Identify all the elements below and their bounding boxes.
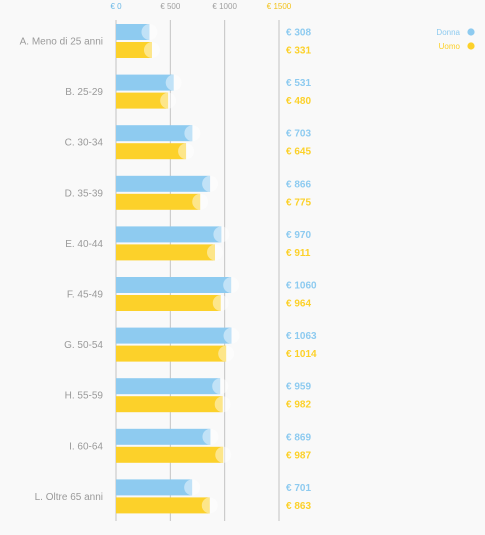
bar-end-cap bbox=[202, 175, 219, 192]
bar-end-cap bbox=[184, 125, 201, 142]
category-label: E. 40-44 bbox=[65, 239, 103, 250]
value-label-donna: € 308 bbox=[286, 28, 311, 39]
value-label-uomo: € 987 bbox=[286, 450, 311, 461]
value-label-donna: € 703 bbox=[286, 129, 311, 140]
tick-label-1000: € 1000 bbox=[212, 2, 237, 11]
bar-uomo bbox=[116, 295, 221, 311]
bar-uomo bbox=[116, 244, 215, 261]
bar-end-cap bbox=[202, 428, 219, 445]
value-label-uomo: € 775 bbox=[286, 197, 311, 208]
value-label-uomo: € 331 bbox=[286, 46, 311, 57]
bar-uomo bbox=[116, 42, 152, 58]
category-label: C. 30-34 bbox=[65, 138, 104, 149]
value-label-donna: € 701 bbox=[286, 483, 311, 494]
category-label: D. 35-39 bbox=[65, 188, 104, 199]
bar-donna bbox=[116, 175, 211, 192]
bar-uomo bbox=[116, 396, 223, 413]
category-label: B. 25-29 bbox=[65, 87, 103, 98]
bar-uomo bbox=[116, 345, 227, 362]
bar-uomo bbox=[116, 92, 169, 109]
legend: Donna Uomo bbox=[436, 28, 475, 51]
x-axis-ticks: € 0 € 500 € 1000 € 1500 bbox=[110, 2, 291, 11]
bar-end-cap bbox=[212, 295, 229, 311]
bar-donna bbox=[116, 428, 211, 445]
legend-swatch-uomo bbox=[467, 42, 475, 50]
tick-label-1500: € 1500 bbox=[267, 2, 292, 11]
category-label: I. 60-64 bbox=[69, 441, 103, 452]
bar-end-cap bbox=[218, 345, 235, 362]
category-label: H. 55-59 bbox=[65, 391, 104, 402]
bar-donna bbox=[116, 327, 232, 344]
value-label-uomo: € 645 bbox=[286, 147, 311, 158]
bar-end-cap bbox=[184, 479, 201, 496]
bar-end-cap bbox=[223, 277, 240, 293]
bar-end-cap bbox=[212, 378, 229, 395]
bar-donna bbox=[116, 24, 150, 40]
bar-donna bbox=[116, 226, 222, 243]
value-label-donna: € 1063 bbox=[286, 331, 317, 342]
tick-label-0: € 0 bbox=[110, 2, 122, 11]
bar-end-cap bbox=[143, 42, 160, 58]
bars bbox=[116, 24, 240, 514]
value-label-donna: € 869 bbox=[286, 432, 311, 443]
category-label: G. 50-54 bbox=[64, 340, 103, 351]
bar-donna bbox=[116, 378, 221, 395]
bar-end-cap bbox=[206, 244, 223, 261]
bar-end-cap bbox=[201, 497, 218, 514]
bar-end-cap bbox=[160, 92, 177, 109]
bar-donna bbox=[116, 125, 193, 142]
value-labels: € 308 € 331 € 531 € 480 € 703 € 645 € 866 € 775… bbox=[286, 28, 317, 512]
legend-swatch-donna bbox=[467, 28, 475, 36]
bar-end-cap bbox=[215, 446, 232, 463]
value-label-donna: € 959 bbox=[286, 382, 311, 393]
category-labels: A. Meno di 25 anni B. 25-29 C. 30-34 D. 35-… bbox=[20, 37, 104, 503]
bar-donna bbox=[116, 277, 232, 293]
bar-end-cap bbox=[165, 74, 182, 91]
value-label-donna: € 1060 bbox=[286, 281, 317, 292]
value-label-uomo: € 911 bbox=[286, 248, 311, 259]
tick-label-500: € 500 bbox=[160, 2, 181, 11]
bar-donna bbox=[116, 479, 193, 496]
bar-end-cap bbox=[213, 226, 230, 243]
bar-end-cap bbox=[192, 193, 209, 210]
value-label-donna: € 531 bbox=[286, 78, 311, 89]
bar-end-cap bbox=[223, 327, 240, 344]
bar-uomo bbox=[116, 193, 201, 210]
value-label-uomo: € 982 bbox=[286, 400, 311, 411]
bar-end-cap bbox=[141, 24, 158, 40]
bar-end-cap bbox=[214, 396, 231, 413]
value-label-uomo: € 1014 bbox=[286, 349, 317, 360]
bar-uomo bbox=[116, 497, 210, 514]
value-label-uomo: € 480 bbox=[286, 96, 311, 107]
bar-end-cap bbox=[178, 143, 195, 160]
value-label-donna: € 866 bbox=[286, 179, 311, 190]
legend-label-donna: Donna bbox=[436, 28, 460, 37]
bar-uomo bbox=[116, 143, 187, 160]
legend-label-uomo: Uomo bbox=[439, 42, 461, 51]
bar-donna bbox=[116, 74, 174, 91]
value-label-uomo: € 863 bbox=[286, 501, 311, 512]
category-label: F. 45-49 bbox=[67, 290, 104, 301]
category-label: A. Meno di 25 anni bbox=[20, 37, 103, 48]
bar-uomo bbox=[116, 446, 224, 463]
category-label: L. Oltre 65 anni bbox=[35, 492, 103, 503]
value-label-donna: € 970 bbox=[286, 230, 311, 241]
value-label-uomo: € 964 bbox=[286, 299, 311, 310]
